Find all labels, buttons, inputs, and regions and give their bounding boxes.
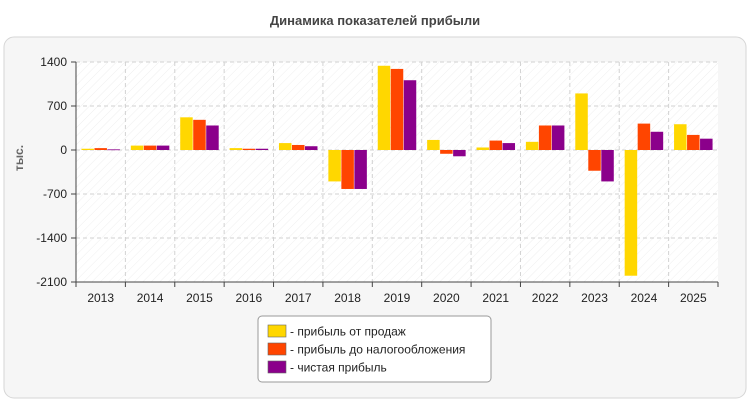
bar-3-2022 xyxy=(551,125,565,150)
legend-swatch xyxy=(267,342,287,356)
bar-1-2023 xyxy=(575,93,588,150)
bar-2-2023 xyxy=(588,150,601,171)
bar-1-2021 xyxy=(476,147,490,150)
x-axis: 2013 2014 2015 2016 2017 2018 2019 2020 2021 2022… xyxy=(75,281,719,305)
bar-1-2025 xyxy=(674,124,687,150)
y-tick-label: 700 xyxy=(47,99,67,113)
bar-1-2015 xyxy=(180,117,193,150)
y-tick-label: -1400 xyxy=(36,231,67,245)
bar-2-2020 xyxy=(440,150,453,154)
bar-2-2018 xyxy=(341,150,354,189)
bar-1-2018 xyxy=(328,150,341,182)
bar-3-2014 xyxy=(156,145,170,150)
x-tick-label: 2024 xyxy=(631,291,658,305)
legend-label: - прибыль от продаж xyxy=(290,325,406,339)
legend-swatch xyxy=(267,360,287,374)
x-tick-label: 2021 xyxy=(482,291,509,305)
x-tick-label: 2015 xyxy=(186,291,213,305)
bars xyxy=(81,65,713,276)
bar-3-2018 xyxy=(354,150,367,189)
bar-1-2016 xyxy=(229,148,243,150)
bar-1-2022 xyxy=(525,141,539,150)
legend-label: - прибыль до налогообложения xyxy=(290,343,465,357)
legend: - прибыль от продаж - прибыль до налогооб… xyxy=(257,315,492,383)
bar-1-2017 xyxy=(278,143,292,150)
y-tick-label: -2100 xyxy=(36,275,67,289)
bar-3-2016 xyxy=(255,148,269,150)
bar-2-2019 xyxy=(390,68,404,150)
bar-3-2017 xyxy=(304,146,318,150)
y-axis: 1400 700 0 -700 -1400 -2100 xyxy=(36,55,77,289)
bar-2-2021 xyxy=(489,140,503,150)
x-tick-label: 2025 xyxy=(680,291,707,305)
bar-2-2025 xyxy=(687,134,700,150)
bar-3-2025 xyxy=(700,138,713,150)
bar-1-2020 xyxy=(427,139,440,150)
x-tick-label: 2023 xyxy=(581,291,608,305)
bar-3-2019 xyxy=(403,80,417,150)
bar-3-2021 xyxy=(502,143,516,150)
legend-swatch xyxy=(267,324,287,338)
y-tick-label: 0 xyxy=(60,143,67,157)
bar-2-2024 xyxy=(637,123,651,150)
x-tick-label: 2018 xyxy=(334,291,361,305)
bar-1-2024 xyxy=(624,150,638,276)
y-axis-label: тыс. xyxy=(12,145,26,171)
bar-3-2024 xyxy=(650,131,664,150)
x-tick-label: 2016 xyxy=(235,291,262,305)
x-tick-label: 2020 xyxy=(433,291,460,305)
bar-3-2015 xyxy=(206,125,219,150)
bar-3-2013 xyxy=(107,149,120,151)
bar-1-2014 xyxy=(130,145,144,150)
bar-1-2013 xyxy=(81,148,94,150)
bar-3-2020 xyxy=(453,150,466,157)
bar-2-2014 xyxy=(143,145,157,150)
bar-2-2016 xyxy=(242,148,256,150)
x-tick-label: 2022 xyxy=(532,291,559,305)
x-tick-label: 2017 xyxy=(285,291,312,305)
legend-box xyxy=(257,315,492,383)
x-tick-label: 2013 xyxy=(87,291,114,305)
bar-1-2019 xyxy=(377,65,391,150)
x-tick-label: 2019 xyxy=(384,291,411,305)
y-tick-label: 1400 xyxy=(40,55,67,69)
bar-2-2017 xyxy=(291,144,305,150)
bar-2-2013 xyxy=(94,148,107,150)
bar-3-2023 xyxy=(601,150,614,182)
x-tick-label: 2014 xyxy=(137,291,164,305)
chart-title: Динамика показателей прибыли xyxy=(270,13,480,28)
bar-2-2015 xyxy=(193,119,206,150)
y-tick-label: -700 xyxy=(43,187,67,201)
legend-label: - чистая прибыль xyxy=(290,361,387,375)
bar-2-2022 xyxy=(538,125,552,150)
